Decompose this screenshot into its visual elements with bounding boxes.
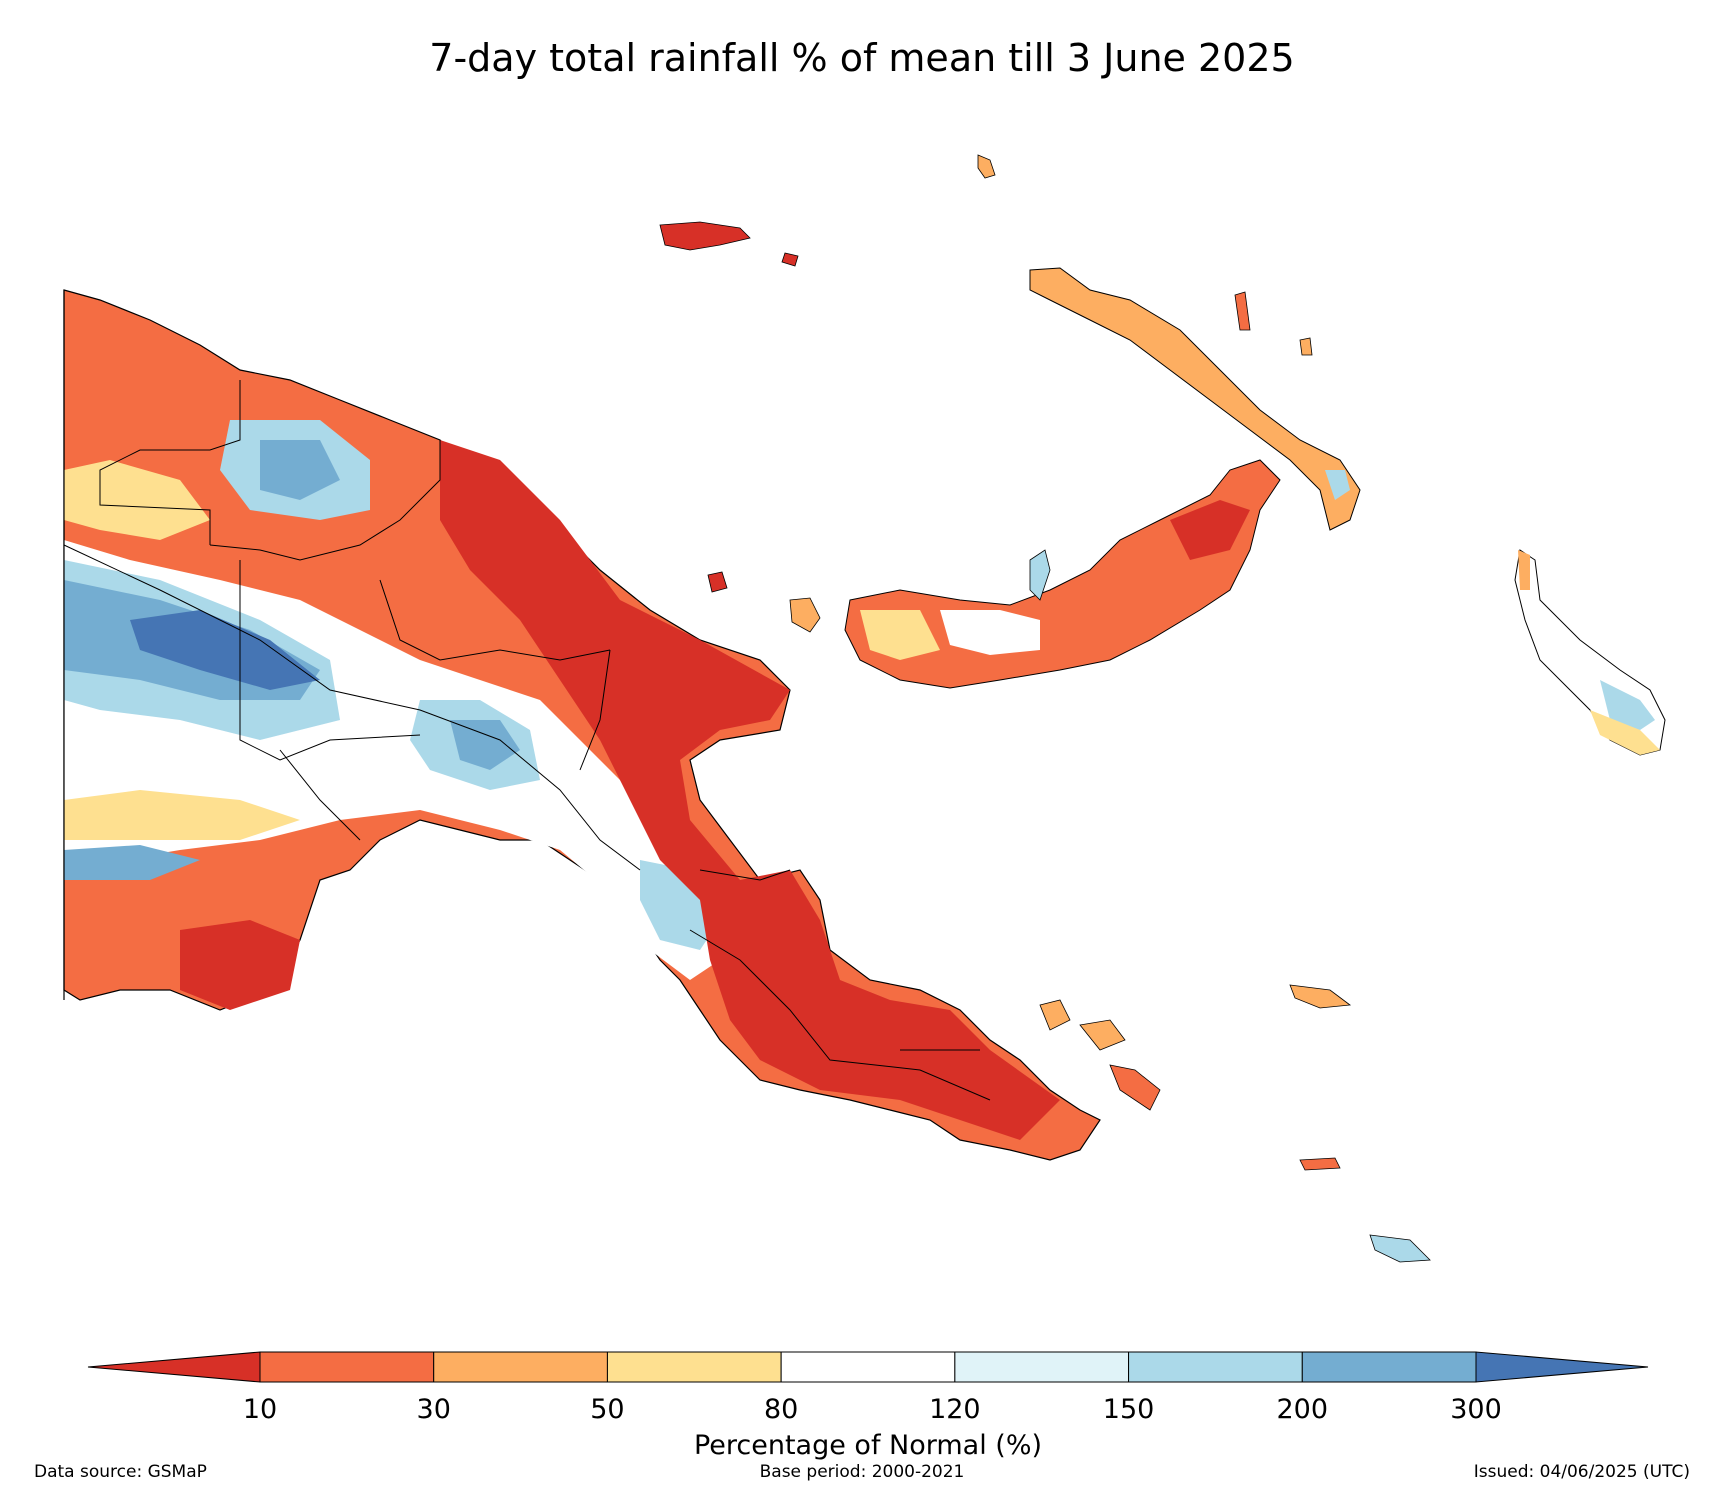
island-goodenough <box>1039 999 1071 1031</box>
new-britain-dry <box>1170 500 1250 560</box>
wet-blue-dark <box>130 610 320 690</box>
new-ireland-base <box>1029 267 1361 531</box>
dry-core-east <box>440 440 1060 1140</box>
wet-blue-south <box>640 860 720 950</box>
new-ireland <box>1029 267 1361 531</box>
colorbar-bin <box>954 1351 1130 1383</box>
colorbar-bin <box>259 1351 435 1383</box>
dry-southwest <box>180 920 300 1010</box>
new-britain-blue <box>1029 549 1051 601</box>
island-normanby <box>1109 1064 1161 1111</box>
manus-island <box>659 221 751 251</box>
colorbar-bin <box>1301 1351 1477 1383</box>
colorbar-extend-low <box>87 1351 261 1383</box>
bougainville <box>1514 549 1666 756</box>
island-karkar <box>707 571 728 593</box>
island-long <box>789 597 821 633</box>
wet-blue-fly <box>64 845 200 880</box>
map-title: 7-day total rainfall % of mean till 3 Ju… <box>429 36 1295 80</box>
data-source: Data source: GSMaP <box>34 1462 207 1482</box>
island-nissan <box>1299 337 1313 356</box>
province-boundaries <box>63 380 991 1101</box>
colorbar-tick-label: 80 <box>764 1394 798 1425</box>
island-e-manus <box>781 252 799 267</box>
base-period: Base period: 2000-2021 <box>759 1462 965 1482</box>
yellow-band-south <box>64 790 300 840</box>
island-fergusson <box>1079 1019 1126 1051</box>
new-britain <box>844 459 1281 689</box>
island-north <box>977 154 996 179</box>
new-britain-white <box>940 610 1040 655</box>
colorbar-label: Percentage of Normal (%) <box>694 1430 1042 1461</box>
colorbar-bin <box>433 1351 608 1383</box>
colorbar-tick-label: 30 <box>417 1394 451 1425</box>
colorbar-extend-high <box>1475 1351 1649 1383</box>
island-rossel <box>1369 1234 1431 1263</box>
new-ireland-blue <box>1325 470 1350 500</box>
bougainville-blue <box>1600 680 1655 730</box>
islands <box>659 154 1431 1263</box>
bougainville-north <box>1518 550 1530 590</box>
island-tabar <box>1234 291 1251 331</box>
wet-blue-sepik-core <box>260 440 340 500</box>
colorbar-tick-label: 120 <box>929 1394 981 1425</box>
colorbar-tick-label: 300 <box>1450 1394 1502 1425</box>
new-britain-yellow <box>860 610 940 660</box>
wet-blue-central-core <box>450 720 520 770</box>
island-trobriand <box>1289 984 1352 1009</box>
colorbar-tick-label: 200 <box>1277 1394 1329 1425</box>
colorbar-bin <box>780 1351 956 1383</box>
colorbar-tick-label: 10 <box>243 1394 277 1425</box>
island-sudest <box>1299 1157 1341 1171</box>
colorbar-bin <box>606 1351 782 1383</box>
mainland <box>63 289 1101 1161</box>
bougainville-yellow <box>1590 710 1660 755</box>
colorbar-bin <box>1128 1351 1303 1383</box>
colorbar-tick-label: 150 <box>1103 1394 1155 1425</box>
colorbar-tick-label: 50 <box>590 1394 624 1425</box>
issued-date: Issued: 04/06/2025 (UTC) <box>1473 1462 1690 1482</box>
